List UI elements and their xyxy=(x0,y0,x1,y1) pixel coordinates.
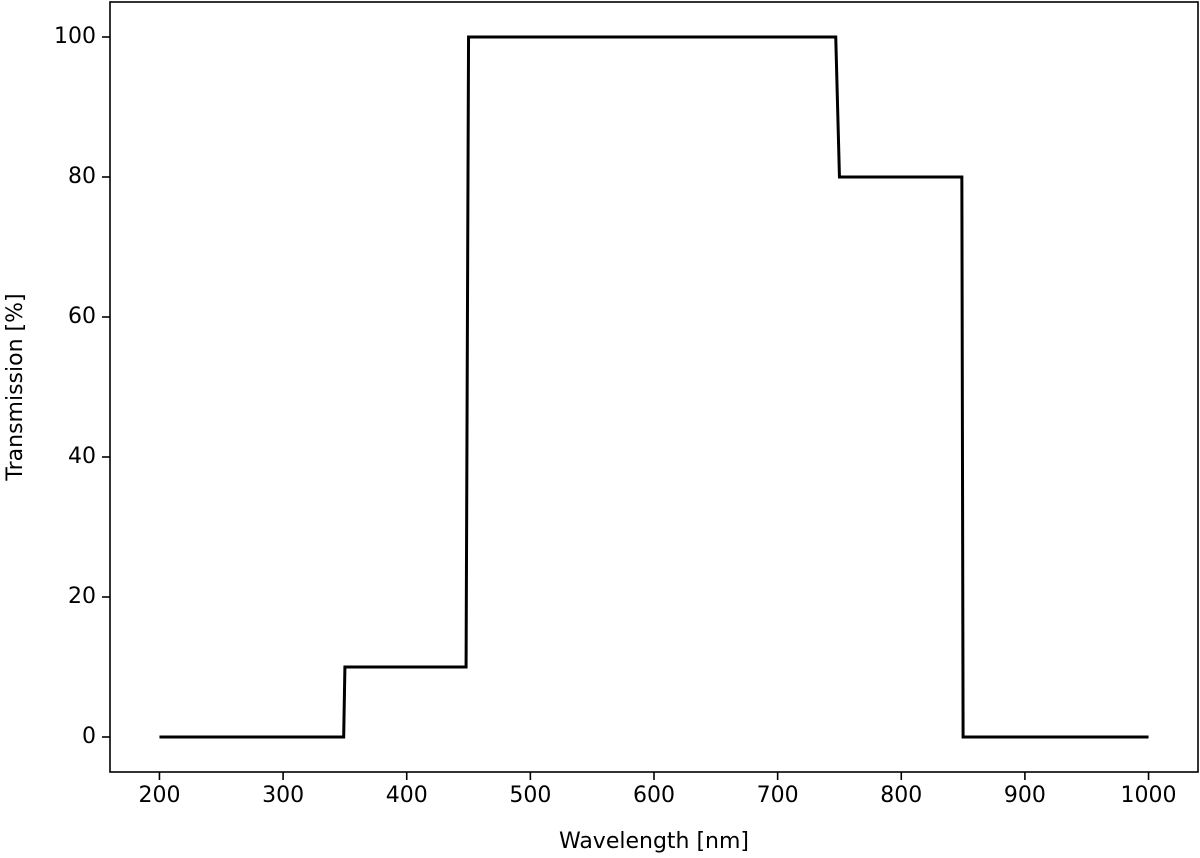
y-tick-label: 80 xyxy=(68,164,96,189)
plot-frame xyxy=(109,1,1199,773)
y-tick-label: 100 xyxy=(54,24,96,49)
y-tick-label: 60 xyxy=(68,304,96,329)
x-tick-label: 300 xyxy=(262,783,304,808)
x-tick-label: 400 xyxy=(386,783,428,808)
y-tick-label: 40 xyxy=(68,444,96,469)
y-tick-label: 0 xyxy=(82,724,96,749)
x-axis-label: Wavelength [nm] xyxy=(559,829,749,854)
y-tick-label: 20 xyxy=(68,584,96,609)
x-tick-label: 700 xyxy=(757,783,799,808)
x-tick-label: 1000 xyxy=(1121,783,1177,808)
x-tick-label: 800 xyxy=(880,783,922,808)
y-axis-label: Transmission [%] xyxy=(3,293,28,481)
x-tick-label: 500 xyxy=(509,783,551,808)
x-tick-label: 600 xyxy=(633,783,675,808)
x-tick-label: 200 xyxy=(138,783,180,808)
line xyxy=(159,35,1149,739)
x-tick-label: 900 xyxy=(1004,783,1046,808)
